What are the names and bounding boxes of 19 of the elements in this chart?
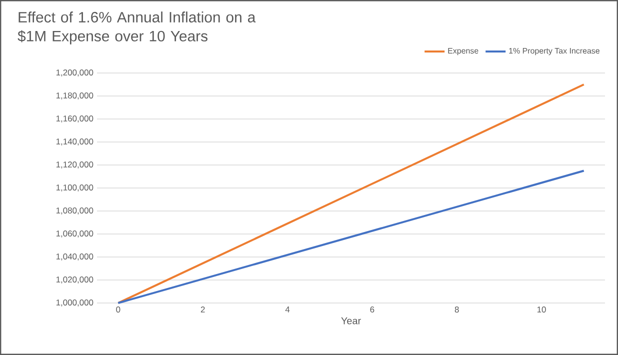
x-tick-label: 8	[454, 306, 459, 313]
y-tick-label: 1,040,000	[56, 254, 94, 260]
chart-title: Effect of 1.6% Annual Inflation on a $1M Expense over 10 Years	[18, 12, 256, 44]
y-tick-label: 1,180,000	[56, 92, 94, 100]
x-tick-label: 6	[370, 306, 374, 313]
y-tick-label: 1,000,000	[56, 300, 94, 306]
y-tick-label: 1,060,000	[56, 230, 94, 238]
y-tick-label: 1,200,000	[56, 70, 94, 76]
y-tick-label: 1,140,000	[56, 138, 94, 146]
y-tick-label: 1,160,000	[56, 116, 94, 122]
x-tick-label: 0	[116, 306, 120, 313]
y-tick-label: 1,080,000	[56, 208, 94, 214]
y-tick-label: 1,120,000	[56, 162, 94, 168]
x-tick-label: 2	[200, 306, 205, 312]
x-tick-label: 10	[537, 306, 546, 313]
x-tick-label: 4	[285, 306, 290, 312]
x-axis-title: Year	[341, 317, 361, 324]
y-tick-label: 1,020,000	[56, 276, 94, 284]
y-tick-label: 1,100,000	[56, 184, 94, 192]
